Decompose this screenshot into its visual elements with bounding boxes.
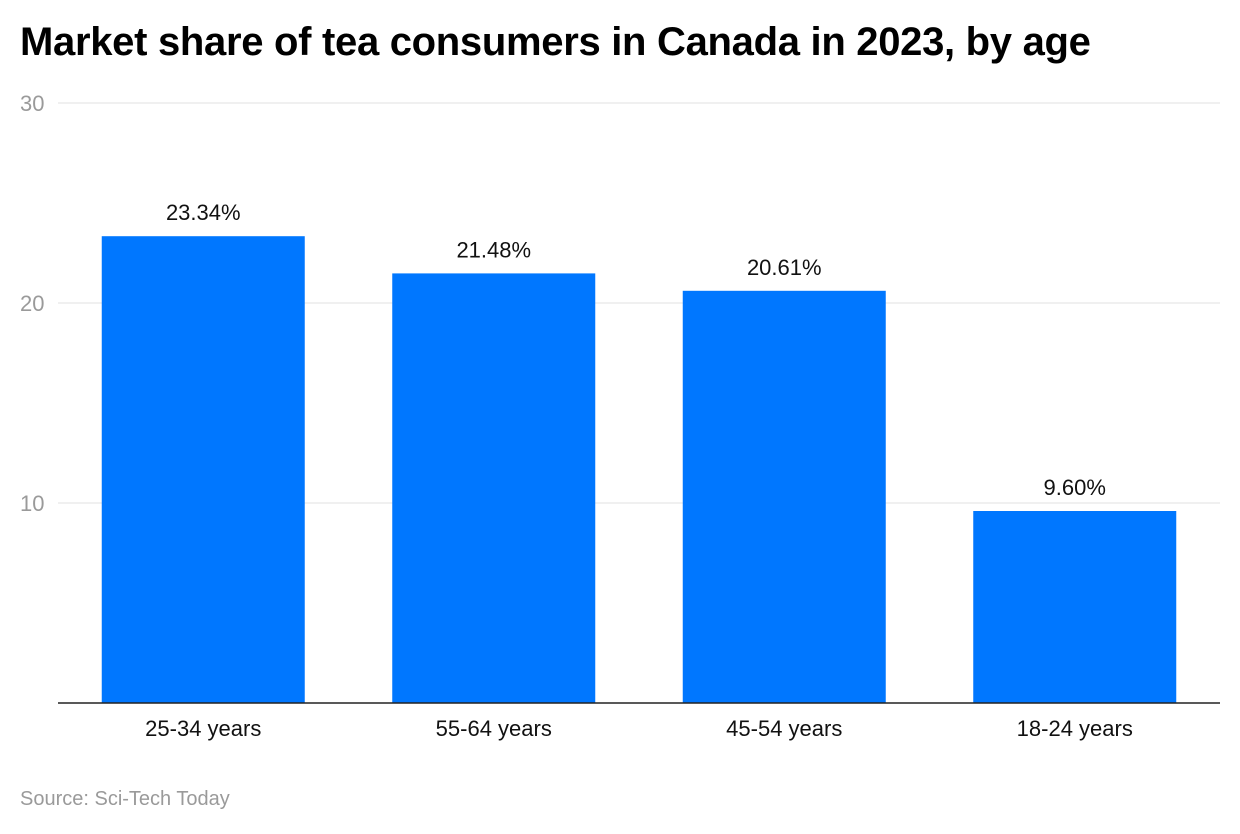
data-label: 23.34% — [166, 200, 241, 225]
chart-title: Market share of tea consumers in Canada … — [20, 20, 1091, 64]
bar — [101, 236, 305, 703]
y-tick-label: 10 — [20, 491, 44, 516]
x-tick-label: 25-34 years — [145, 716, 261, 741]
bar — [682, 290, 886, 703]
y-tick-label: 20 — [20, 291, 44, 316]
x-tick-label: 55-64 years — [436, 716, 552, 741]
x-tick-label: 18-24 years — [1017, 716, 1133, 741]
data-label: 9.60% — [1044, 475, 1106, 500]
data-label: 20.61% — [747, 255, 822, 280]
data-label: 21.48% — [456, 237, 531, 262]
x-tick-label: 45-54 years — [726, 716, 842, 741]
y-tick-label: 30 — [20, 91, 44, 116]
bar — [392, 273, 596, 703]
bar — [973, 511, 1177, 703]
source-note: Source: Sci-Tech Today — [20, 788, 230, 810]
